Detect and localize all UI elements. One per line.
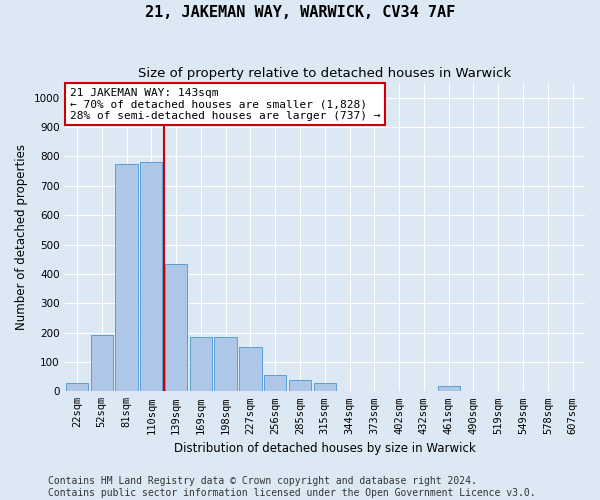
- Text: 21 JAKEMAN WAY: 143sqm
← 70% of detached houses are smaller (1,828)
28% of semi-: 21 JAKEMAN WAY: 143sqm ← 70% of detached…: [70, 88, 380, 121]
- Bar: [91, 334, 113, 392]
- Bar: [214, 337, 237, 392]
- Bar: [140, 162, 163, 392]
- X-axis label: Distribution of detached houses by size in Warwick: Distribution of detached houses by size …: [174, 442, 476, 455]
- Y-axis label: Number of detached properties: Number of detached properties: [15, 144, 28, 330]
- Bar: [437, 386, 460, 392]
- Bar: [165, 264, 187, 392]
- Bar: [239, 348, 262, 392]
- Bar: [190, 337, 212, 392]
- Text: 21, JAKEMAN WAY, WARWICK, CV34 7AF: 21, JAKEMAN WAY, WARWICK, CV34 7AF: [145, 5, 455, 20]
- Bar: [115, 164, 137, 392]
- Bar: [289, 380, 311, 392]
- Bar: [264, 375, 286, 392]
- Bar: [314, 383, 336, 392]
- Title: Size of property relative to detached houses in Warwick: Size of property relative to detached ho…: [138, 68, 511, 80]
- Bar: [66, 383, 88, 392]
- Text: Contains HM Land Registry data © Crown copyright and database right 2024.
Contai: Contains HM Land Registry data © Crown c…: [48, 476, 536, 498]
